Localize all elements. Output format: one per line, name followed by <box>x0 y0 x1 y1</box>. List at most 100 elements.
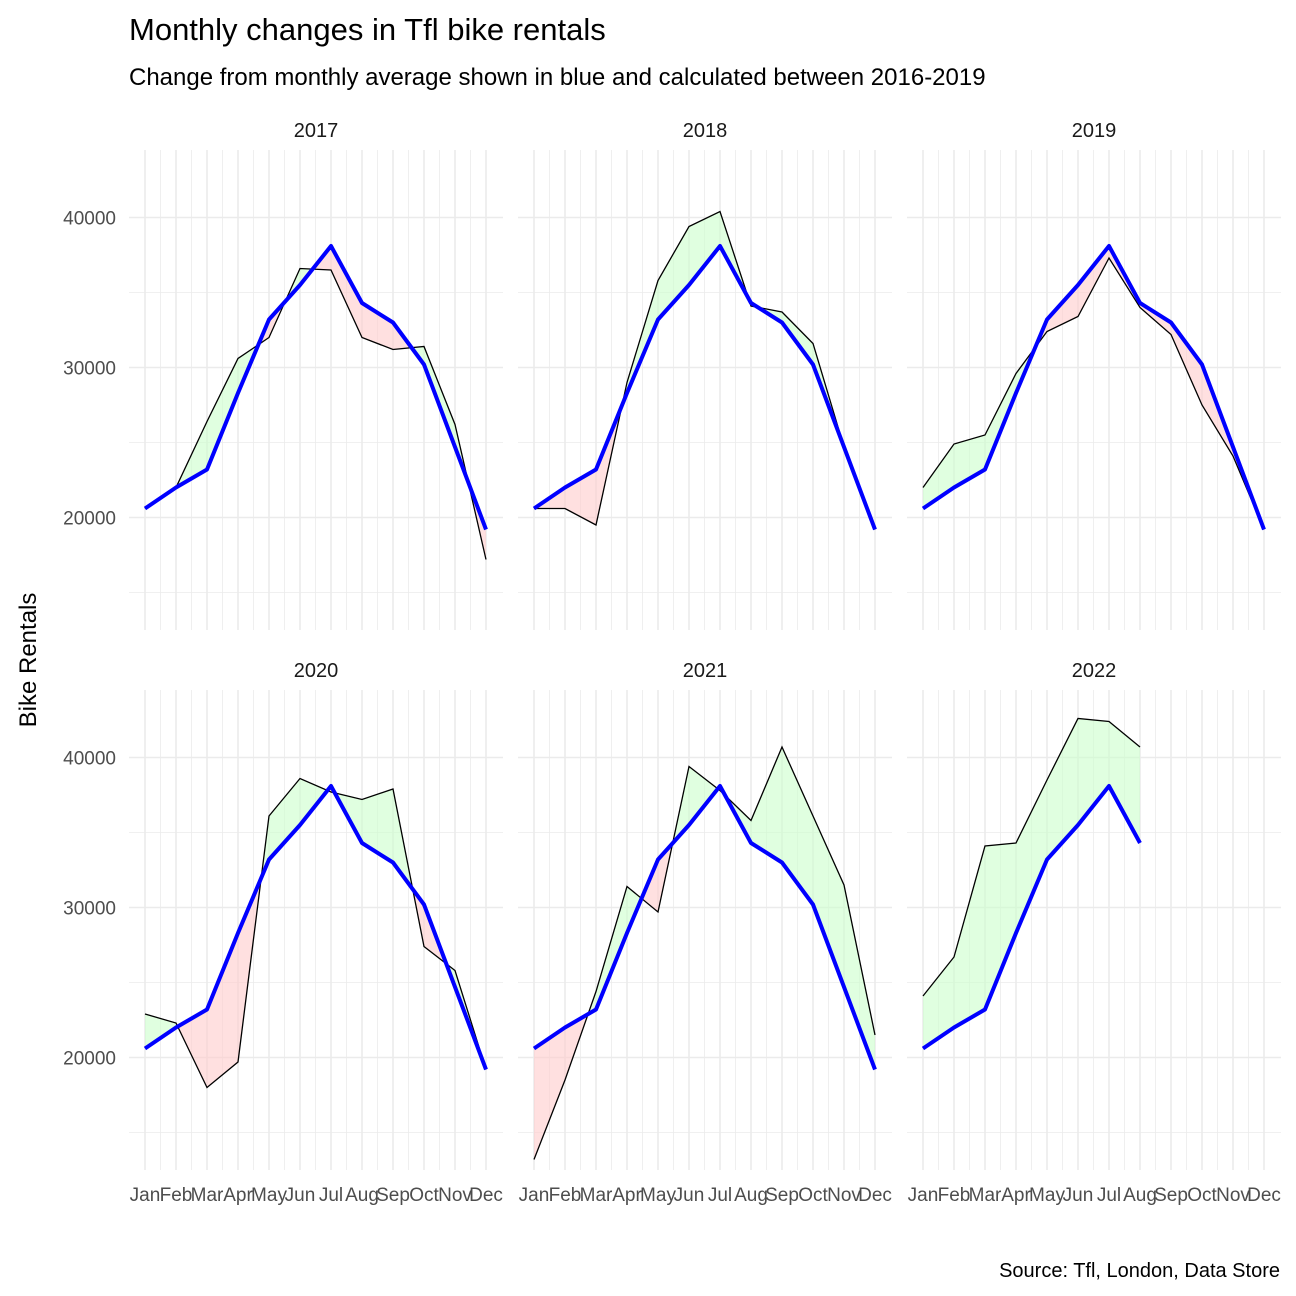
series-average-line <box>921 244 1266 531</box>
x-tick-label: Jan <box>908 1185 939 1206</box>
panel-title: 2018 <box>683 120 728 142</box>
x-tick-label: Dec <box>469 1185 503 1206</box>
y-tick-label: 20000 <box>63 1049 116 1070</box>
y-tick-label: 40000 <box>63 749 116 770</box>
x-tick-label: Feb <box>938 1185 971 1206</box>
x-tick-label: Feb <box>160 1185 193 1206</box>
ribbon-above <box>658 226 689 320</box>
series-actual-line <box>533 745 876 1160</box>
series-average-line <box>921 784 1142 1051</box>
ribbon-above <box>985 843 1016 1010</box>
x-tick-label: Nov <box>1216 1185 1250 1206</box>
x-tick-label: Nov <box>438 1185 472 1206</box>
series-average-line <box>143 244 488 531</box>
ribbon-above <box>627 280 658 393</box>
ribbon-above <box>1078 718 1109 825</box>
panel-title: 2017 <box>294 120 339 142</box>
x-tick-label: Sep <box>376 1185 410 1206</box>
x-tick-label: Mar <box>191 1185 224 1206</box>
panel-title: 2021 <box>683 660 728 682</box>
x-tick-label: Mar <box>580 1185 613 1206</box>
x-tick-label: Jun <box>285 1185 316 1206</box>
x-tick-label: Oct <box>409 1185 439 1206</box>
ribbon-below <box>534 1027 565 1160</box>
ribbon-above <box>782 747 813 905</box>
series-actual-line <box>922 717 1141 997</box>
x-tick-label: Jul <box>1097 1185 1121 1206</box>
chart-title: Monthly changes in Tfl bike rentals <box>129 12 606 47</box>
x-tick-label: May <box>1029 1185 1065 1206</box>
y-tick-label: 40000 <box>63 209 116 230</box>
ribbon-above <box>844 885 875 1070</box>
x-tick-label: Jul <box>708 1185 732 1206</box>
ribbon-above <box>689 211 720 285</box>
ribbon-above <box>596 886 627 1010</box>
panel-2018: 2018 <box>518 120 892 630</box>
x-tick-label: Jul <box>319 1185 343 1206</box>
panel-title: 2019 <box>1072 120 1117 142</box>
series-average-line <box>532 784 877 1071</box>
x-tick-label: Jun <box>1063 1185 1094 1206</box>
y-tick-label: 20000 <box>63 509 116 530</box>
x-tick-label: Apr <box>223 1185 253 1206</box>
series-average-line <box>532 244 877 531</box>
x-tick-label: Sep <box>1154 1185 1188 1206</box>
ribbon-above <box>1016 780 1047 933</box>
x-tick-label: Dec <box>858 1185 892 1206</box>
ribbon-below <box>1078 246 1109 317</box>
ribbon-above <box>1109 721 1140 843</box>
x-tick-label: Aug <box>1123 1185 1157 1206</box>
ribbon-below <box>207 933 238 1088</box>
x-tick-label: Nov <box>827 1185 861 1206</box>
x-tick-label: Mar <box>969 1185 1002 1206</box>
ribbon-above <box>1047 718 1078 860</box>
series-actual-line <box>144 777 487 1089</box>
series-actual-line <box>922 256 1265 530</box>
ribbon-above <box>751 747 782 863</box>
panel-title: 2022 <box>1072 660 1117 682</box>
ribbon-above <box>362 789 393 863</box>
panel-title: 2020 <box>294 660 339 682</box>
ribbon-below <box>362 303 393 350</box>
x-tick-label: Oct <box>798 1185 828 1206</box>
series-actual-line <box>534 210 876 530</box>
x-tick-label: Dec <box>1247 1185 1281 1206</box>
x-tick-label: Apr <box>1001 1185 1031 1206</box>
x-tick-label: Aug <box>734 1185 768 1206</box>
y-tick-label: 30000 <box>63 899 116 920</box>
ribbon-above <box>207 358 238 470</box>
ribbon-below <box>177 1009 207 1088</box>
ribbon-above <box>923 957 954 1049</box>
y-axis-label: Bike Rentals <box>15 593 42 728</box>
ribbon-above <box>954 846 985 1028</box>
ribbon-above <box>954 435 985 488</box>
ribbon-above <box>145 1014 176 1049</box>
x-tick-label: May <box>251 1185 287 1206</box>
series-average-line <box>143 784 488 1071</box>
series-actual-line <box>144 267 487 560</box>
panels: 2017 20000 30000 40000 2018 2019 2020 20000 3000… <box>63 120 1281 1206</box>
x-tick-label: May <box>640 1185 676 1206</box>
chart-subtitle: Change from monthly average shown in blu… <box>129 64 986 91</box>
chart-caption: Source: Tfl, London, Data Store <box>999 1260 1280 1282</box>
ribbon-above <box>813 816 844 987</box>
panel-2019: 2019 <box>907 120 1281 630</box>
x-tick-label: Sep <box>765 1185 799 1206</box>
ribbon-below <box>1171 322 1202 405</box>
x-tick-label: Jan <box>519 1185 550 1206</box>
ribbon-below <box>1140 303 1171 335</box>
ribbon-above <box>689 766 718 825</box>
x-tick-label: Feb <box>549 1185 582 1206</box>
y-tick-label: 30000 <box>63 359 116 380</box>
panel-2017: 2017 20000 30000 40000 <box>63 120 503 630</box>
x-tick-label: Jun <box>674 1185 705 1206</box>
ribbon-above <box>269 778 300 860</box>
x-tick-label: Apr <box>612 1185 642 1206</box>
ribbon-below <box>331 246 362 338</box>
x-tick-label: Aug <box>345 1185 379 1206</box>
x-tick-label: Jan <box>130 1185 161 1206</box>
